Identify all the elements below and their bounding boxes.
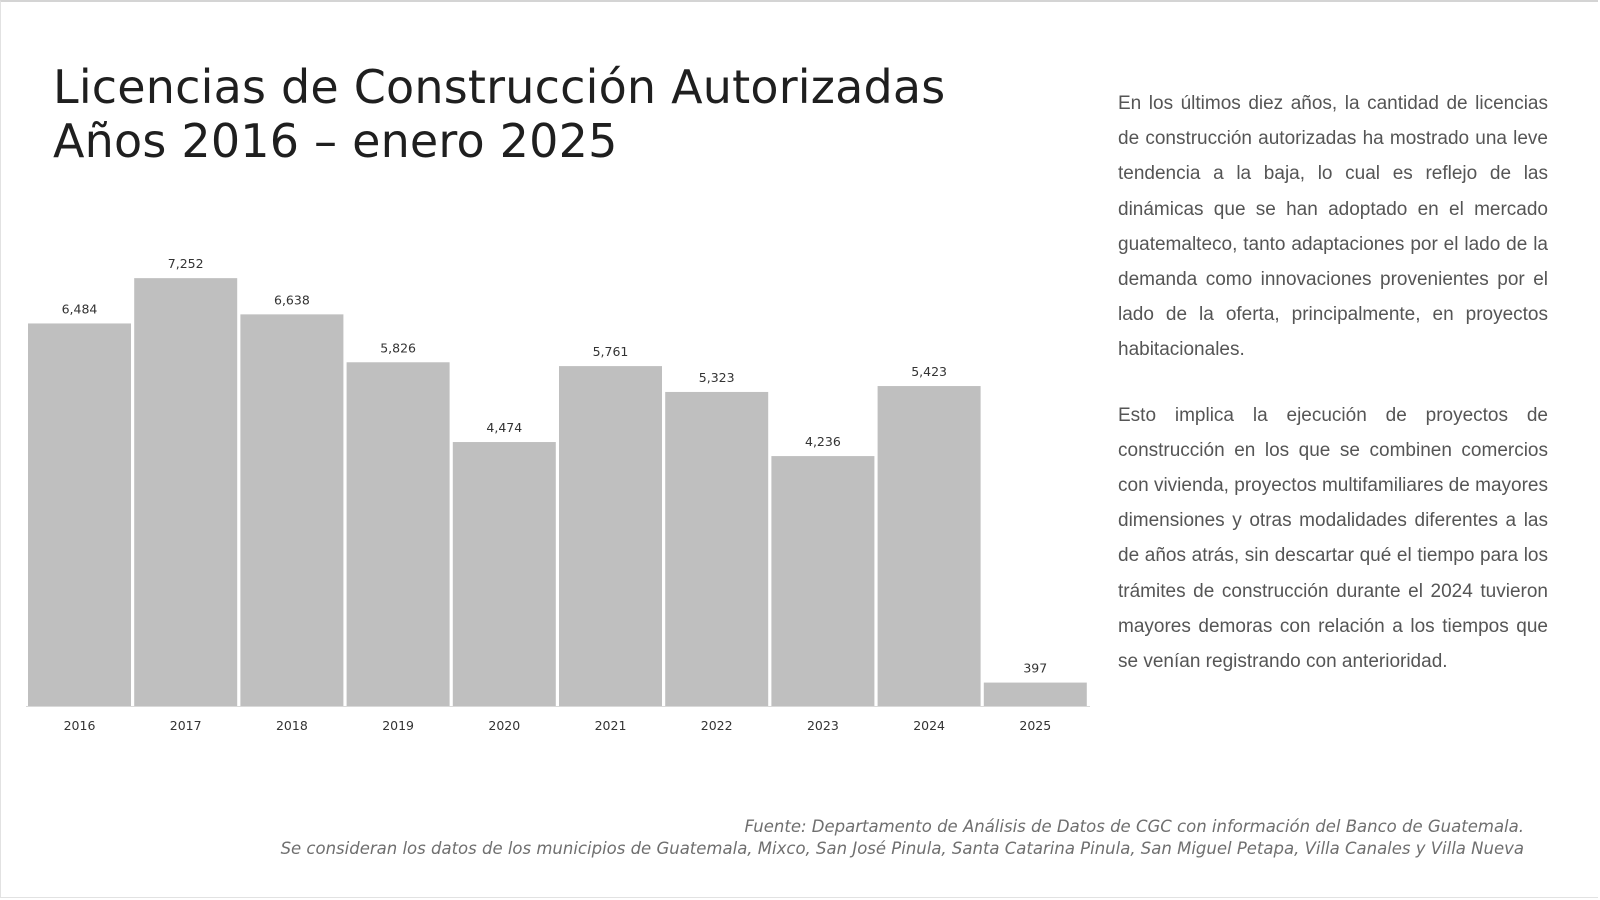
title-line-1: Licencias de Construcción Autorizadas — [53, 60, 946, 114]
data-label-2021: 5,761 — [593, 344, 629, 359]
data-label-2025: 397 — [1023, 661, 1047, 676]
x-tick-label-2018: 2018 — [276, 718, 308, 733]
x-tick-label-2023: 2023 — [807, 718, 839, 733]
bar-2022 — [665, 391, 769, 706]
page-title: Licencias de Construcción Autorizadas Añ… — [53, 60, 945, 168]
data-label-2024: 5,423 — [911, 364, 947, 379]
data-label-2022: 5,323 — [699, 370, 735, 385]
bar-chart-container: 6,484 2016 7,252 2017 6,638 2018 5,826 2019 4,47… — [0, 240, 1110, 760]
x-tick-label-2019: 2019 — [382, 718, 414, 733]
title-line-2: Años 2016 – enero 2025 — [53, 114, 618, 168]
commentary-paragraph-2: Esto implica la ejecución de proyectos d… — [1118, 404, 1548, 673]
bar-2018 — [240, 314, 344, 706]
x-tick-label-2016: 2016 — [64, 718, 96, 733]
commentary-panel: En los últimos diez años, la cantidad de… — [1118, 86, 1548, 679]
x-tick-label-2017: 2017 — [170, 718, 202, 733]
x-tick-label-2025: 2025 — [1019, 718, 1051, 733]
data-label-2017: 7,252 — [168, 256, 204, 271]
bar-2019 — [346, 362, 450, 706]
bar-2023 — [771, 456, 875, 706]
source-line-1: Fuente: Departamento de Análisis de Dato… — [744, 817, 1524, 836]
source-note: Fuente: Departamento de Análisis de Dato… — [281, 816, 1524, 860]
commentary-paragraph-1: En los últimos diez años, la cantidad de… — [1118, 93, 1548, 361]
bar-chart: 6,484 2016 7,252 2017 6,638 2018 5,826 2019 4,47… — [26, 256, 1090, 733]
bar-2025 — [983, 682, 1087, 706]
data-label-2023: 4,236 — [805, 434, 841, 449]
data-label-2019: 5,826 — [380, 340, 416, 355]
source-line-2: Se consideran los datos de los municipio… — [280, 839, 1524, 858]
bar-2017 — [134, 278, 238, 706]
bar-2024 — [877, 386, 981, 706]
data-label-2020: 4,474 — [486, 420, 522, 435]
data-label-2018: 6,638 — [274, 292, 310, 307]
x-tick-label-2024: 2024 — [913, 718, 945, 733]
bar-2020 — [452, 442, 556, 706]
x-tick-label-2022: 2022 — [701, 718, 733, 733]
bar-2021 — [559, 366, 662, 706]
bar-2016 — [28, 323, 131, 706]
data-label-2016: 6,484 — [62, 301, 98, 316]
x-tick-label-2020: 2020 — [488, 718, 520, 733]
x-tick-label-2021: 2021 — [595, 718, 627, 733]
